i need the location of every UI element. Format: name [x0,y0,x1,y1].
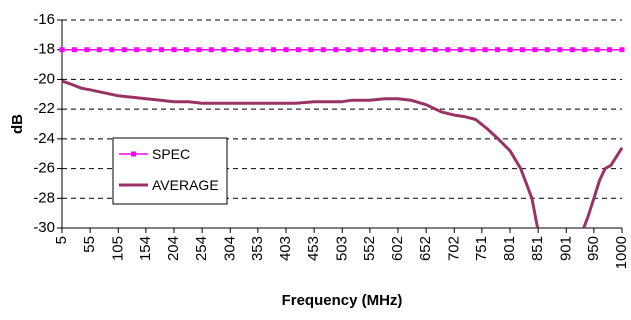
x-tick-label-8: 403 [277,236,294,261]
series-point-spec-28 [407,47,413,53]
x-tick-labels: 5 55 105 154 204 254 304 353 403 453 503 552 602 652 7… [53,236,630,269]
series-point-spec-31 [445,47,451,53]
x-tick-label-9: 453 [305,236,322,261]
series-point-spec-19 [295,47,301,53]
y-tick-label-6: -28 [33,189,55,206]
legend-label-average: AVERAGE [152,177,219,193]
series-point-spec-20 [308,47,314,53]
series-point-spec-9 [171,47,177,53]
series-point-spec-39 [544,47,550,53]
series-point-spec-38 [532,47,538,53]
series-point-spec-1 [71,47,77,53]
series-point-spec-0 [59,47,65,53]
series-point-spec-36 [507,47,513,53]
series-point-spec-8 [159,47,165,53]
series-point-spec-26 [383,47,389,53]
series-point-spec-5 [121,47,127,53]
series-line-average-1 [582,147,624,229]
x-tick-label-11: 552 [361,236,378,261]
series-point-spec-41 [569,47,575,53]
x-tick-label-15: 751 [473,236,490,261]
series-point-spec-45 [619,47,625,53]
x-tick-label-20: 1000 [613,236,630,269]
series-point-spec-40 [557,47,563,53]
series-point-spec-27 [395,47,401,53]
series-point-spec-22 [333,47,339,53]
series-layer [59,47,625,229]
series-point-spec-29 [420,47,426,53]
y-tick-label-7: -30 [33,219,55,236]
series-point-spec-23 [345,47,351,53]
series-point-spec-43 [594,47,600,53]
series-point-spec-33 [470,47,476,53]
series-point-spec-34 [482,47,488,53]
series-point-spec-12 [208,47,214,53]
y-tick-label-5: -26 [33,160,55,177]
x-tick-label-6: 304 [221,236,238,261]
x-tick-label-19: 950 [585,236,602,261]
x-tick-label-12: 602 [389,236,406,261]
series-point-spec-24 [358,47,364,53]
series-point-spec-21 [320,47,326,53]
series-point-spec-35 [495,47,501,53]
x-tick-label-1: 55 [81,236,98,253]
y-tick-label-1: -18 [33,41,55,58]
x-tick-label-5: 254 [193,236,210,261]
x-tick-label-7: 353 [249,236,266,261]
y-tick-label-0: -16 [33,11,55,28]
series-point-spec-14 [233,47,239,53]
series-point-spec-44 [607,47,613,53]
x-tick-label-4: 204 [165,236,182,261]
x-tick-label-0: 5 [53,236,70,244]
series-point-spec-30 [432,47,438,53]
x-tick-label-2: 105 [109,236,126,261]
y-tick-labels: -16 -18 -20 -22 -24 -26 -28 -30 [33,11,55,236]
y-tick-label-3: -22 [33,100,55,117]
series-point-spec-10 [183,47,189,53]
series-point-spec-4 [109,47,115,53]
x-tick-label-10: 503 [333,236,350,261]
x-tick-label-13: 652 [417,236,434,261]
series-point-spec-7 [146,47,152,53]
legend-box [112,137,228,205]
x-tick-label-14: 702 [445,236,462,261]
series-point-spec-42 [582,47,588,53]
series-point-spec-32 [457,47,463,53]
series-point-spec-11 [196,47,202,53]
series-point-spec-2 [84,47,90,53]
series-point-spec-25 [370,47,376,53]
legend: SPEC AVERAGE [112,137,228,205]
series-point-spec-17 [271,47,277,53]
series-point-spec-13 [221,47,227,53]
legend-label-spec: SPEC [152,146,190,162]
y-tick-label-4: -24 [33,130,55,147]
legend-marker-spec [131,151,136,157]
x-tick-label-18: 901 [557,236,574,261]
y-axis-title: dB [9,114,26,134]
x-axis-title: Frequency (MHz) [282,292,403,309]
series-point-spec-15 [246,47,252,53]
x-tick-label-3: 154 [137,236,154,261]
series-line-average-0 [61,79,540,229]
x-tick-label-16: 801 [501,236,518,261]
series-point-spec-18 [283,47,289,53]
y-tick-label-2: -20 [33,70,55,87]
series-point-spec-3 [96,47,102,53]
series-point-spec-6 [134,47,140,53]
series-point-spec-37 [519,47,525,53]
series-point-spec-16 [258,47,264,53]
x-tick-label-17: 851 [529,236,546,261]
